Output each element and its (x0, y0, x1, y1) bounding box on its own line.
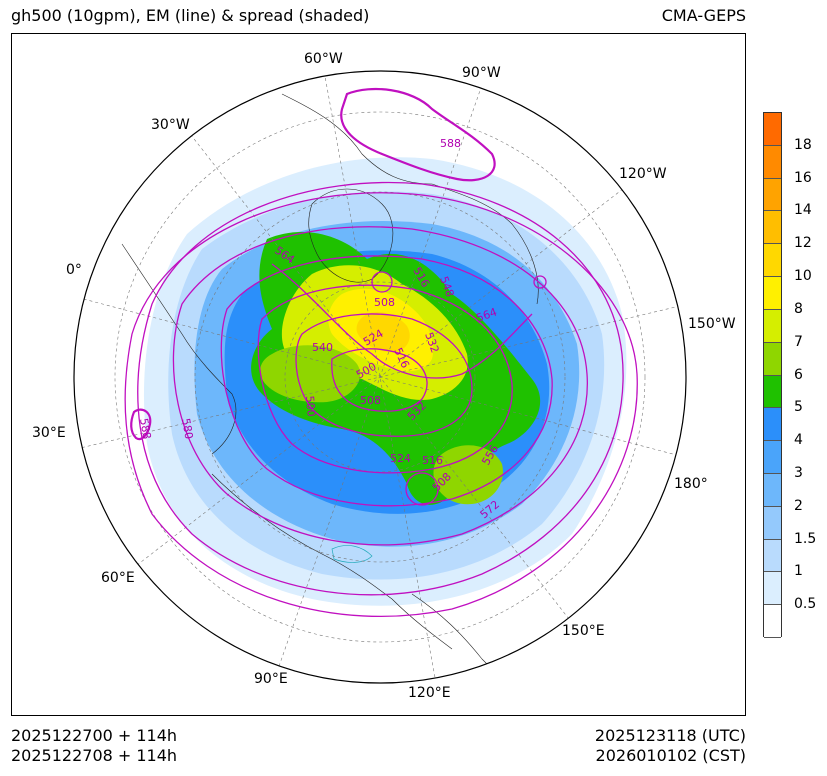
contour-line-500 (331, 348, 428, 412)
model-name: CMA-GEPS (661, 6, 746, 25)
lon-label: 150°E (562, 623, 605, 639)
colorbar-segment (764, 506, 781, 540)
colorbar-segment (764, 211, 781, 245)
colorbar-tick-label: 12 (794, 235, 812, 252)
contour-label: 500 (303, 395, 318, 417)
colorbar-tick-label: 2 (794, 497, 803, 514)
colorbar-tick-label: 16 (794, 169, 812, 186)
colorbar-tick-label: 7 (794, 333, 803, 350)
colorbar-segment (764, 605, 781, 638)
coastline-north-america (281, 93, 539, 305)
colorbar-segment (764, 113, 781, 146)
contour-line-580 (124, 192, 638, 618)
colorbar-tick-label: 0.5 (794, 596, 817, 613)
inland-sea (331, 545, 373, 563)
spread-blob-pacific (433, 445, 503, 505)
colorbar-tick-label: 6 (794, 366, 803, 383)
colorbar-segment (764, 145, 781, 179)
coastline-east-asia (411, 593, 533, 683)
latitude-circle-20 (114, 111, 646, 643)
valid-time-cst: 2026010102 (CST) (595, 746, 746, 765)
lon-label: 180° (674, 476, 708, 492)
valid-time-utc: 2025123118 (UTC) (594, 726, 746, 745)
colorbar-segment (764, 539, 781, 573)
contour-label: 508 (360, 394, 381, 407)
contour-label: 588 (440, 137, 461, 150)
polar-map: 588 564 516 548 508 564 540 524 532 500 … (32, 51, 736, 701)
lon-label: 120°E (408, 685, 451, 701)
lon-label: 150°W (688, 316, 736, 332)
colorbar-tick-label: 4 (794, 432, 803, 449)
latitude-circle-40 (194, 191, 566, 563)
colorbar-tick-label: 1 (794, 563, 803, 580)
contour-label: 516 (422, 454, 443, 467)
colorbar-segment (764, 342, 781, 376)
coastline-asia (211, 473, 453, 650)
colorbar (763, 112, 782, 638)
contour-line-closed-high (533, 275, 547, 289)
colorbar-segment (764, 473, 781, 507)
lon-label: 90°E (254, 671, 288, 687)
contour-label: 588 (137, 417, 153, 440)
colorbar-segment (764, 441, 781, 474)
contour-line-low-center (371, 271, 393, 293)
contour-line-548 (220, 255, 553, 507)
lon-label: 60°E (101, 570, 135, 586)
lon-label: 0° (66, 262, 82, 278)
colorbar-tick-label: 3 (794, 464, 803, 481)
contour-line-572 (137, 181, 624, 596)
contour-line-588-west (130, 408, 152, 441)
colorbar-tick-label: 18 (794, 136, 812, 153)
contour-line-516 (295, 313, 473, 437)
lon-label: 30°W (151, 117, 190, 133)
lon-label: 60°W (304, 51, 343, 67)
colorbar-tick-label: 1.5 (794, 530, 817, 547)
colorbar-tick-label: 5 (794, 399, 803, 416)
lon-label: 120°W (619, 166, 667, 182)
contour-line-532 (257, 284, 513, 474)
init-time-utc: 2025122700 + 114h (11, 726, 178, 745)
colorbar-tick-label: 8 (794, 300, 803, 317)
colorbar-segment (764, 309, 781, 343)
contour-label: 524 (390, 452, 411, 465)
lon-label: 90°W (462, 65, 501, 81)
meridian-120e-60w (323, 71, 437, 683)
init-time: 2025122700 + 114h 2025122708 + 114h (11, 726, 177, 766)
contour-line-wave (271, 263, 533, 379)
latitude-circle-60 (284, 281, 476, 473)
coastline-greenland (308, 188, 394, 283)
colorbar-segment (764, 244, 781, 278)
contour-line-low-pacific (405, 472, 439, 506)
contour-line-588-north (340, 87, 496, 182)
colorbar-tick-label: 10 (794, 268, 812, 285)
contour-label: 580 (179, 417, 195, 440)
colorbar-tick-label: 14 (794, 202, 812, 219)
map-panel[interactable]: 588 564 516 548 508 564 540 524 532 500 … (11, 33, 746, 716)
colorbar-segment (764, 408, 781, 442)
colorbar-segment (764, 572, 781, 606)
spread-blob-atlantic (260, 345, 361, 403)
lon-label: 30°E (32, 425, 66, 441)
coastline-europe (121, 243, 237, 455)
valid-time: 2025123118 (UTC) 2026010102 (CST) (595, 726, 746, 766)
colorbar-segment (764, 178, 781, 212)
colorbar-segment (764, 277, 781, 310)
chart-title: gh500 (10gpm), EM (line) & spread (shade… (11, 6, 370, 25)
colorbar-segment (764, 375, 781, 409)
contour-label: 540 (312, 341, 333, 354)
contour-line-564 (172, 226, 588, 546)
map-boundary (73, 70, 687, 684)
contour-label: 508 (374, 296, 395, 309)
init-time-cst: 2025122708 + 114h (11, 746, 178, 765)
